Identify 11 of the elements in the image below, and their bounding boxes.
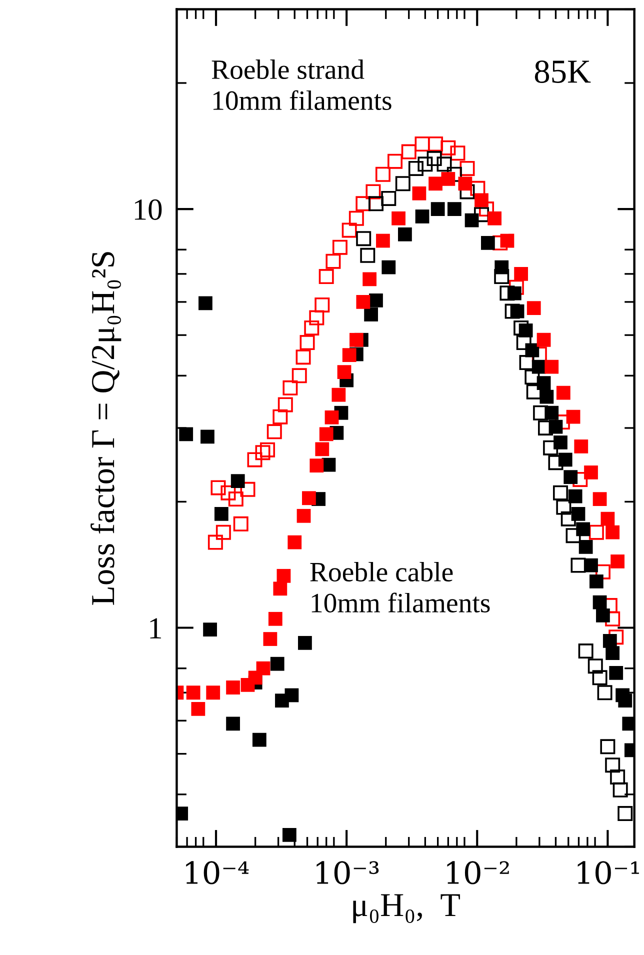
y-tick-label: 10	[134, 199, 162, 220]
x-tick-label: 10⁻⁴	[186, 861, 249, 884]
annotation: Roeble strand 10mm filaments	[212, 60, 392, 110]
y-axis-title: Loss factor Γ = Q/2μ₀H₀²S	[90, 252, 122, 605]
x-tick-label: 10⁻¹	[578, 861, 639, 884]
x-tick-label: 10⁻²	[447, 861, 509, 884]
y-tick-label: 1	[150, 618, 161, 638]
x-axis-title: μ₀H₀, T	[353, 894, 460, 924]
annotation: Roeble cable 10mm filaments	[310, 562, 490, 612]
annotation: 85K	[534, 60, 591, 83]
x-tick-label: 10⁻³	[316, 861, 379, 884]
